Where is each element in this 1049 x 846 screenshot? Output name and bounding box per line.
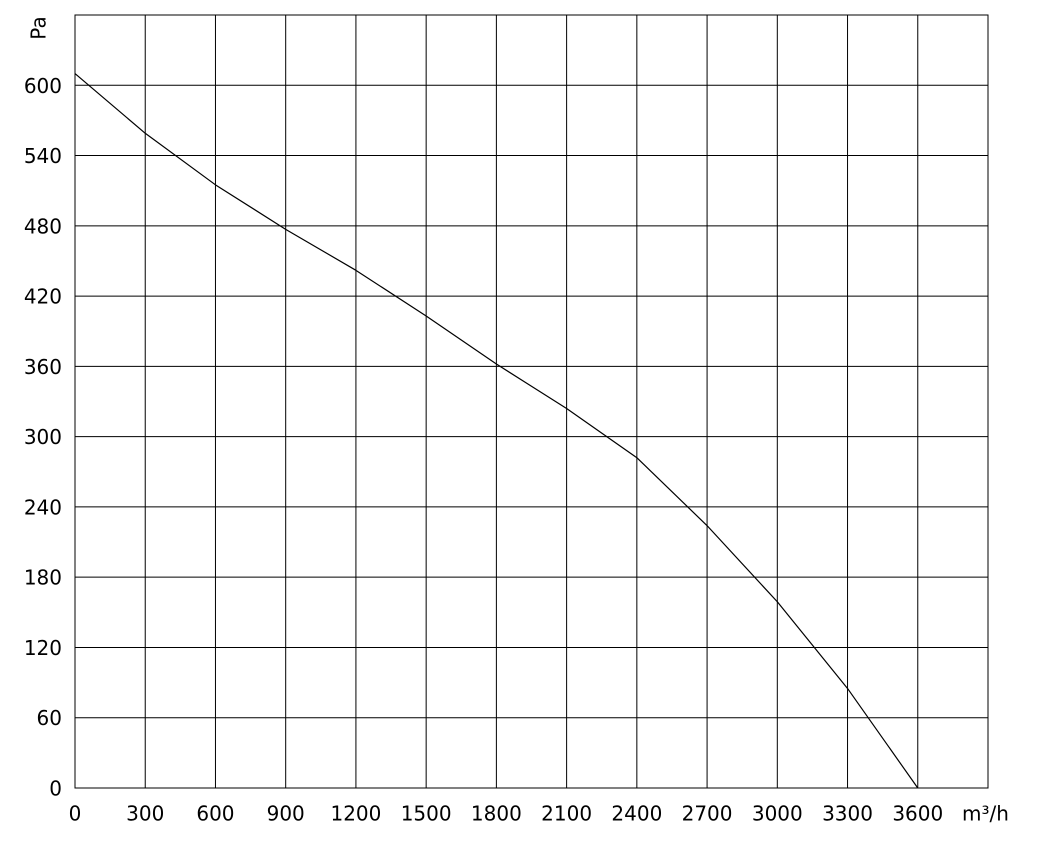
x-tick-label: 2100 xyxy=(541,802,592,826)
x-axis-label: m³/h xyxy=(962,802,1009,826)
x-tick-label: 3300 xyxy=(822,802,873,826)
x-tick-label: 3600 xyxy=(892,802,943,826)
x-tick-label: 3000 xyxy=(752,802,803,826)
x-tick-label: 2700 xyxy=(682,802,733,826)
x-tick-label: 1200 xyxy=(330,802,381,826)
y-tick-label: 120 xyxy=(24,636,62,660)
y-axis-label: Pa xyxy=(27,16,51,39)
y-tick-label: 480 xyxy=(24,214,62,238)
y-tick-label: 0 xyxy=(49,777,62,801)
y-tick-label: 300 xyxy=(24,425,62,449)
curve xyxy=(74,73,919,789)
y-tick-label: 360 xyxy=(24,355,62,379)
x-tick-label: 1800 xyxy=(471,802,522,826)
y-tick-label: 240 xyxy=(24,495,62,519)
y-tick-label: 420 xyxy=(24,285,62,309)
x-tick-label: 900 xyxy=(267,802,305,826)
y-tick-label: 60 xyxy=(37,706,62,730)
x-tick-label: 2400 xyxy=(611,802,662,826)
y-tick-label: 180 xyxy=(24,566,62,590)
x-tick-label: 300 xyxy=(126,802,164,826)
x-tick-label: 0 xyxy=(69,802,82,826)
y-tick-label: 540 xyxy=(24,144,62,168)
x-tick-label: 600 xyxy=(196,802,234,826)
plot-frame xyxy=(74,14,989,789)
y-tick-label: 600 xyxy=(24,74,62,98)
x-tick-label: 1500 xyxy=(401,802,452,826)
